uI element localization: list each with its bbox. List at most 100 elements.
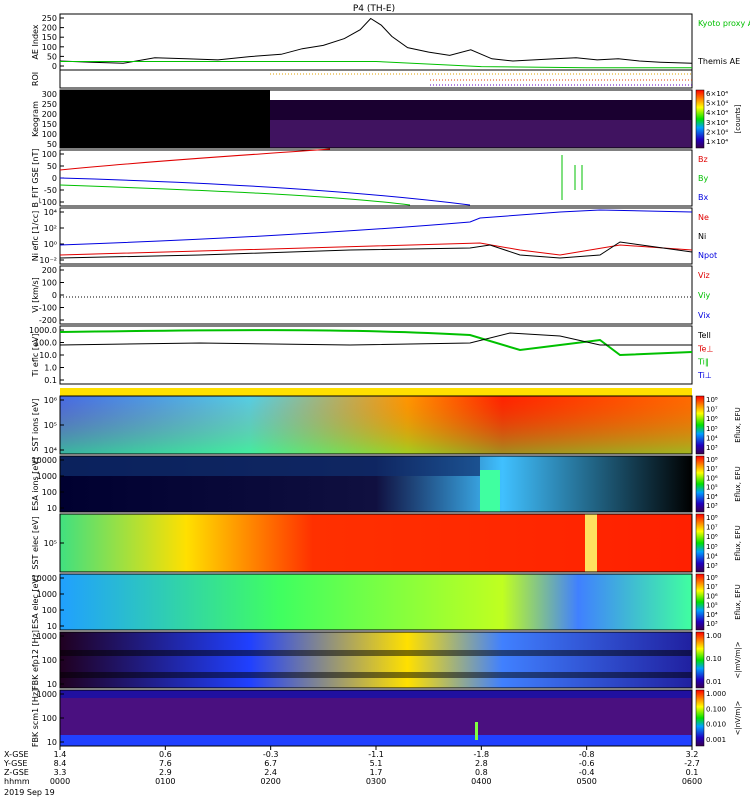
tick-label-esa2: 1000 (37, 590, 57, 599)
colorbar-tick-fbk2: 1.000 (706, 690, 726, 698)
colorbar-unit-kev: [counts] (734, 104, 742, 133)
colorbar-tick-fbk1: 0.01 (706, 678, 722, 686)
legend-bfit: Bx (698, 193, 708, 202)
legend-bfit: Bz (698, 155, 708, 164)
colorbar-fbk1 (695, 631, 705, 689)
colorbar-tick-kev: 5×10⁴ (706, 100, 728, 108)
colorbar-tick-sst2: 10⁶ (706, 533, 718, 541)
y-label-fbk2: FBK scm1 [Hz] (31, 689, 40, 747)
tick-label-esa1: 10 (47, 504, 57, 513)
tick-label-ae: 150 (42, 33, 57, 42)
colorbar-tick-sst1: 10³ (706, 444, 718, 452)
tick-label-esa2: 100 (42, 606, 57, 615)
x-tick-label-t: 0100 (155, 777, 175, 786)
sst-ion-panel (60, 388, 692, 454)
colorbar-unit-sst2: Eflux, EFU (734, 525, 742, 560)
colorbar-tick-esa1: 10⁷ (706, 465, 718, 473)
panel-frame-ni (59, 207, 693, 265)
colorbar-tick-sst2: 10³ (706, 562, 718, 570)
colorbar-esa2 (695, 573, 705, 631)
colorbar-unit-fbk2: <|nV/m|> (734, 700, 742, 735)
x-row-label: hhmm (4, 777, 30, 786)
colorbar-tick-sst2: 10⁴ (706, 552, 718, 560)
tick-label-esa1: 10000 (32, 456, 57, 465)
x-tick-label-z: -0.4 (579, 768, 595, 777)
colorbar-tick-sst2: 10⁵ (706, 543, 718, 551)
tick-label-bfit: -50 (44, 186, 57, 195)
tick-label-ni: 10⁴ (44, 208, 57, 217)
fbk-efp-panel (60, 632, 692, 688)
colorbar-tick-fbk2: 0.010 (706, 721, 726, 729)
tick-label-fbk1: 10 (47, 680, 57, 689)
legend-ae: Themis AE (697, 57, 740, 66)
y-label-ti: Ti eflc [eV] (31, 334, 40, 378)
y-label-bfit: B_FIT GSE [nT] (31, 149, 40, 208)
legend-ti: Tell (697, 331, 711, 340)
panel-frame-roi (59, 69, 693, 89)
colorbar-tick-sst1: 10⁷ (706, 406, 718, 414)
sst-electron-panel (60, 514, 692, 572)
x-tick-label-t: 0600 (682, 777, 702, 786)
x-tick-label-z: 3.3 (54, 768, 67, 777)
tick-label-ti: 1.0 (44, 364, 57, 373)
x-tick-label-x: -1.1 (368, 750, 384, 759)
tick-label-esa2: 10 (47, 622, 57, 631)
legend-vi: Viy (698, 291, 711, 300)
legend-ae: Kyoto proxy AE (698, 19, 750, 28)
colorbar-tick-kev: 6×10⁴ (706, 90, 728, 98)
esa-electron-panel (60, 574, 692, 630)
colorbar-tick-esa1: 10⁶ (706, 474, 718, 482)
tick-label-kev: 300 (42, 90, 57, 99)
colorbar-tick-esa2: 10⁴ (706, 611, 718, 619)
colorbar-tick-kev: 3×10⁴ (706, 119, 728, 127)
x-row-label: Y-GSE (3, 759, 27, 768)
colorbar-tick-fbk1: 0.10 (706, 655, 722, 663)
colorbar-tick-sst1: 10⁴ (706, 434, 718, 442)
tick-label-ti: 1000.0 (29, 326, 57, 335)
x-tick-label-t: 0500 (576, 777, 596, 786)
x-tick-label-y: 6.7 (264, 759, 277, 768)
ae-index-lines (59, 17, 693, 69)
panel-frame-bfit (59, 149, 693, 207)
tick-label-vi: 0 (52, 291, 57, 300)
x-tick-label-x: -1.8 (474, 750, 490, 759)
tick-label-ni: 10⁻² (39, 256, 57, 265)
x-tick-label-t: 0200 (260, 777, 280, 786)
colorbar-tick-sst1: 10⁵ (706, 425, 718, 433)
x-axis-labels: X-GSEY-GSEZ-GSEhhmm1.48.43.300000.67.62.… (3, 746, 702, 786)
colorbar-sst2 (695, 513, 705, 573)
tick-label-fbk2: 10 (47, 738, 57, 747)
colorbar-tick-esa2: 10⁷ (706, 583, 718, 591)
tick-label-vi: -100 (39, 304, 57, 313)
x-tick-label-x: -0.3 (263, 750, 279, 759)
tick-label-ni: 10² (44, 224, 57, 233)
tick-label-ti: 100.0 (34, 339, 57, 348)
colorbar-tick-kev: 2×10⁴ (706, 128, 728, 136)
x-tick-label-z: 1.7 (370, 768, 383, 777)
tick-label-fbk1: 100 (42, 656, 57, 665)
y-label-fbk1: FBK efp12 [Hz] (31, 630, 40, 690)
colorbar-tick-esa1: 10⁸ (706, 456, 718, 464)
y-label-kev: Keogram (31, 101, 40, 137)
tick-label-fbk2: 1000 (37, 690, 57, 699)
y-label-vi: Vi [km/s] (31, 277, 40, 313)
x-tick-label-t: 0300 (366, 777, 386, 786)
legend-ti: Te⊥ (697, 344, 713, 353)
tick-label-ti: 0.1 (44, 376, 57, 385)
colorbar-fbk2 (695, 689, 705, 747)
colorbar-tick-esa1: 10³ (706, 502, 718, 510)
panel-frame-kev (59, 89, 693, 149)
tick-label-fbk1: 1000 (37, 632, 57, 641)
y-label-ae: AE Index (31, 24, 40, 59)
y-label-ni: Ni eflc [1/cc] (31, 211, 40, 261)
fbk-scm-panel (60, 690, 692, 746)
colorbar-tick-sst2: 10⁷ (706, 524, 718, 532)
x-tick-label-x: 1.4 (54, 750, 67, 759)
legend-ni: Ni (698, 232, 706, 241)
keogram-panel (60, 90, 692, 148)
tick-label-vi: 200 (42, 266, 57, 275)
colorbar-unit-esa1: Eflux, EFU (734, 466, 742, 501)
x-tick-label-x: -0.8 (579, 750, 595, 759)
colorbar-kev (695, 89, 705, 149)
tick-label-sst1: 10⁶ (44, 396, 57, 405)
